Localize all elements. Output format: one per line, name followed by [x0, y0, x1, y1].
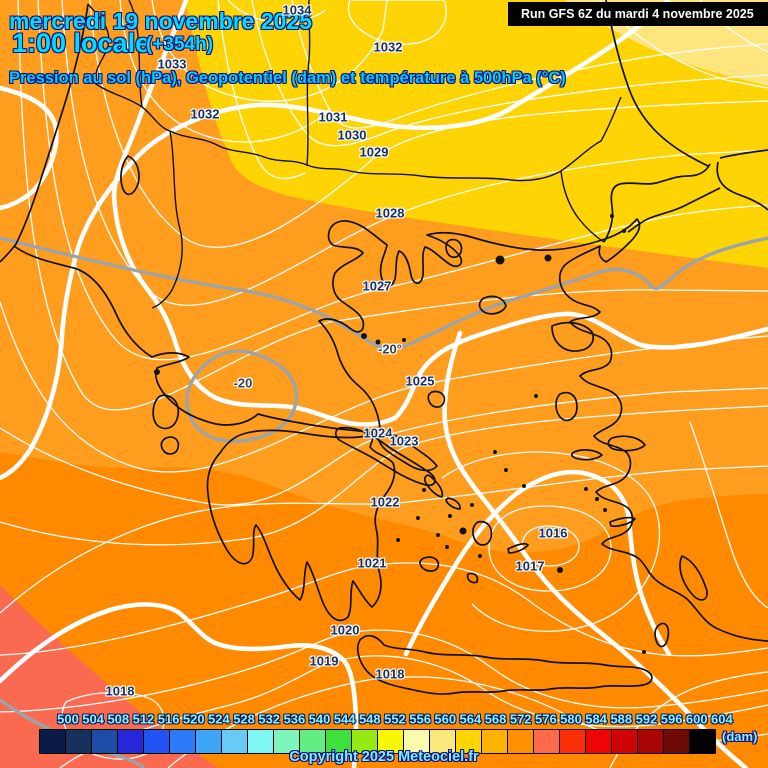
legend-value: 600: [685, 711, 708, 727]
legend-color-cell: [221, 729, 248, 754]
legend-color-cell: [637, 729, 664, 754]
pressure-label: 1030: [337, 127, 367, 143]
pressure-label: 1017: [515, 558, 545, 574]
legend-color-cell: [455, 729, 482, 754]
legend-value: 540: [308, 711, 331, 727]
legend-value: 512: [132, 711, 155, 727]
legend-value: 556: [409, 711, 431, 727]
pressure-label: 1032: [190, 106, 220, 122]
legend-color-cell: [247, 729, 274, 754]
pressure-label: 1022: [370, 494, 400, 510]
legend-value: 548: [358, 711, 381, 727]
legend-value: 588: [610, 711, 633, 727]
local-time-title: 1:00 locale: [12, 28, 151, 58]
pressure-label: 1020: [330, 622, 360, 638]
pressure-label: 1021: [357, 555, 387, 571]
pressure-label: 1018: [105, 683, 135, 699]
copyright-text: Copyright 2025 Meteociel.fr: [289, 749, 479, 765]
legend-value: 532: [258, 711, 281, 727]
legend-color-cell: [689, 729, 716, 754]
legend-value: 552: [384, 711, 406, 727]
legend-value: 576: [534, 711, 557, 727]
pressure-label: 1025: [405, 373, 435, 389]
legend-value: 592: [635, 711, 658, 727]
legend-value: 564: [459, 711, 482, 727]
pressure-label: 1018: [375, 666, 405, 682]
legend-color-cell: [481, 729, 508, 754]
forecast-offset-label: (+354h): [146, 34, 214, 55]
pressure-label: 1019: [309, 653, 339, 669]
fields-subtitle: Pression au sol (hPa), Geopotentiel (dam…: [9, 69, 566, 87]
coastline-borders: [0, 0, 768, 695]
legend-color-cell: [325, 729, 352, 754]
legend-value: 596: [660, 711, 683, 727]
pressure-label: 1034: [282, 2, 312, 18]
legend-value: 504: [82, 711, 104, 727]
legend-color-cell: [507, 729, 534, 754]
legend-value: 536: [283, 711, 306, 727]
legend-color-scale: [39, 729, 716, 754]
legend-color-cell: [273, 729, 300, 754]
legend-color-cell: [429, 729, 456, 754]
pressure-label: 1028: [375, 205, 405, 221]
legend-value: 524: [208, 711, 230, 727]
legend-value: 508: [107, 711, 130, 727]
legend-value: 584: [585, 711, 607, 727]
legend-color-cell: [299, 729, 326, 754]
legend-value: 500: [57, 711, 79, 727]
temperature-label: -20: [233, 375, 253, 391]
band-salmon: [0, 585, 218, 768]
pressure-label: 1031: [318, 109, 348, 125]
legend-color-cell: [403, 729, 430, 754]
legend-value: 572: [509, 711, 532, 727]
legend-value: 580: [560, 711, 582, 727]
pressure-label: 1032: [373, 39, 403, 55]
model-run-info: Run GFS 6Z du mardi 4 novembre 2025: [508, 2, 768, 26]
pressure-label: 1023: [389, 433, 419, 449]
legend-unit-label: (dam): [722, 729, 758, 744]
legend-value: 528: [233, 711, 255, 727]
pressure-label: 1016: [538, 525, 568, 541]
legend-color-cell: [169, 729, 196, 754]
legend-color-cell: [143, 729, 170, 754]
legend-value: 604: [711, 711, 733, 727]
legend-value: 568: [484, 711, 507, 727]
legend-value: 560: [434, 711, 457, 727]
legend-value: 520: [182, 711, 205, 727]
band-dark-orange: [0, 452, 768, 768]
pressure-label: 1024: [363, 425, 393, 441]
pressure-label: 1029: [359, 144, 389, 160]
pressure-label: 1027: [362, 278, 392, 294]
legend-color-cell: [611, 729, 638, 754]
legend-value: 544: [333, 711, 356, 727]
legend-color-cell: [65, 729, 92, 754]
legend-value: 516: [157, 711, 180, 727]
temperature-label: -20°: [378, 341, 402, 357]
pressure-label: 1033: [157, 56, 187, 72]
legend-color-cell: [663, 729, 690, 754]
date-title: mercredi 19 novembre 2025: [9, 8, 313, 34]
